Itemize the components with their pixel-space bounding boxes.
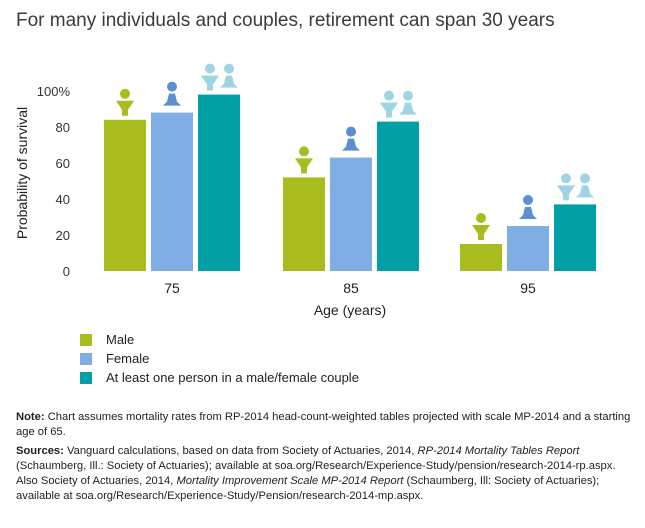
note-paragraph: Note: Chart assumes mortality rates from… [16,410,636,440]
y-tick-label: 20 [56,228,70,243]
y-tick-label: 60 [56,156,70,171]
legend-item-female: Female [80,349,359,368]
bar-chart: 0 20 40 60 80 100% Probability of survival 75… [14,63,596,318]
legend: Male Female At least one person in a mal… [80,330,359,387]
sources-title-1: RP-2014 Mortality Tables Report [417,445,580,457]
bar-couple-95 [554,204,596,271]
x-tick-label: 75 [164,280,180,296]
sources-text-3: (Schaumberg, Ill: Society of Actuaries);… [16,475,600,502]
legend-item-couple: At least one person in a male/female cou… [80,368,359,387]
y-axis-ticks: 0 20 40 60 80 100% [37,84,71,279]
y-tick-label: 0 [63,264,70,279]
y-tick-label: 40 [56,192,70,207]
female-person-icon [342,126,360,151]
x-tick-label: 85 [343,280,359,296]
sources-label: Sources: [16,445,64,457]
legend-swatch-female [80,352,92,365]
bar-female-85 [330,157,372,271]
bar-male-95 [460,244,502,271]
legend-label-male: Male [106,332,135,347]
footnotes: Note: Chart assumes mortality rates from… [16,410,636,508]
couple-icon [201,63,238,91]
bar-female-75 [151,112,193,271]
sources-text-2: (Schaumberg, Ill.: Society of Actuaries)… [16,460,616,487]
bar-female-95 [507,226,549,271]
note-label: Note: [16,411,45,423]
legend-swatch-couple [80,371,92,384]
sources-text-1: Vanguard calculations, based on data fro… [63,445,418,457]
male-person-icon [116,88,134,116]
y-tick-label: 80 [56,120,70,135]
x-tick-label: 95 [520,280,536,296]
chart-title: For many individuals and couples, retire… [16,10,555,31]
bar-male-85 [283,177,325,271]
bar-couple-75 [198,94,240,271]
sources-paragraph: Sources: Vanguard calculations, based on… [16,444,636,504]
note-text: Chart assumes mortality rates from RP-20… [16,411,631,438]
couple-icon [380,90,417,118]
bar-male-75 [104,119,146,271]
sources-title-2: Mortality Improvement Scale MP-2014 Repo… [176,475,404,487]
male-person-icon [472,213,490,240]
x-axis-title: Age (years) [314,302,386,318]
bar-icons [116,63,594,240]
legend-label-couple: At least one person in a male/female cou… [106,370,359,385]
legend-label-female: Female [106,351,150,366]
bar-couple-85 [377,121,419,271]
y-axis-title: Probability of survival [14,107,30,239]
male-person-icon [295,146,313,174]
x-axis-categories: 75 85 95 [164,280,536,296]
y-tick-label: 100% [37,84,71,99]
legend-item-male: Male [80,330,359,349]
couple-icon [557,173,594,201]
female-person-icon [163,81,181,106]
female-person-icon [519,195,537,219]
bars [104,94,596,271]
legend-swatch-male [80,333,92,346]
